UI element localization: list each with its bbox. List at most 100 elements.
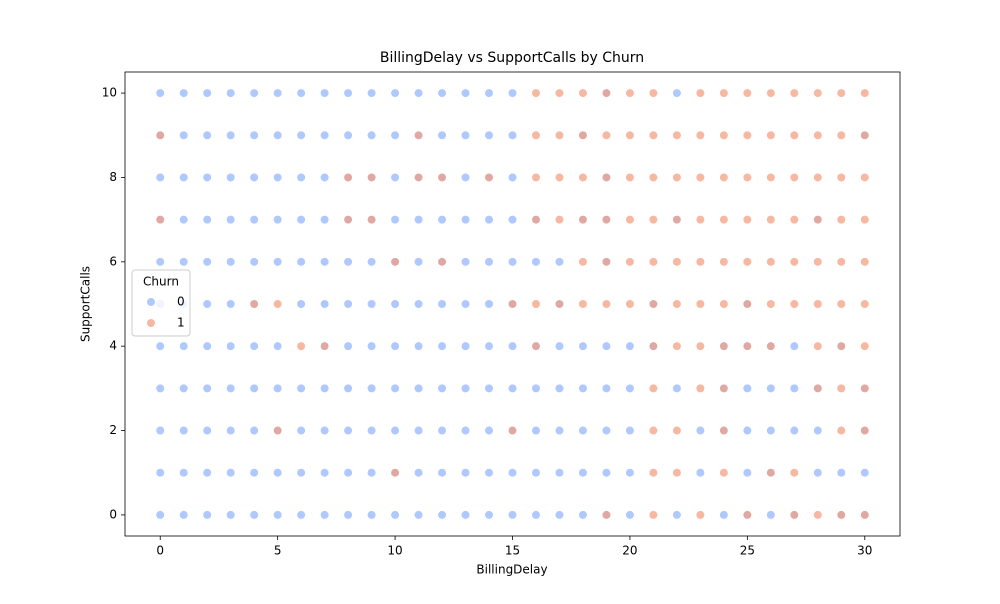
scatter-point — [226, 468, 236, 478]
scatter-point — [578, 172, 588, 183]
scatter-point — [672, 299, 682, 309]
scatter-point — [249, 130, 259, 140]
scatter-point — [625, 215, 635, 225]
scatter-point — [460, 172, 471, 183]
scatter-point — [531, 257, 541, 267]
scatter-point — [484, 383, 494, 393]
scatter-point — [531, 341, 541, 351]
scatter-point — [742, 341, 752, 351]
scatter-point — [413, 88, 424, 98]
scatter-point — [554, 383, 565, 393]
scatter-point — [366, 88, 377, 98]
scatter-point — [860, 130, 870, 140]
scatter-point — [554, 510, 565, 520]
scatter-point — [179, 510, 189, 520]
scatter-point — [836, 425, 846, 436]
scatter-point — [155, 510, 165, 520]
scatter-point — [860, 510, 870, 520]
scatter-point — [672, 341, 682, 351]
scatter-point — [531, 425, 541, 436]
scatter-point — [672, 130, 682, 140]
scatter-point — [390, 510, 400, 520]
scatter-point — [719, 257, 729, 267]
scatter-point — [273, 257, 283, 267]
scatter-point — [179, 130, 189, 140]
scatter-point — [296, 383, 306, 393]
scatter-point — [249, 468, 259, 478]
scatter-point — [766, 172, 776, 183]
x-tick-label: 25 — [740, 544, 755, 558]
scatter-point — [531, 468, 541, 478]
scatter-point — [813, 383, 823, 393]
scatter-point — [507, 425, 518, 436]
scatter-point — [625, 383, 635, 393]
scatter-point — [343, 215, 353, 225]
scatter-point — [460, 510, 471, 520]
scatter-point — [390, 383, 400, 393]
scatter-point — [320, 383, 330, 393]
scatter-point — [507, 215, 518, 225]
scatter-point — [719, 88, 729, 98]
scatter-point — [413, 257, 424, 267]
scatter-point — [273, 299, 283, 309]
scatter-point — [437, 425, 447, 436]
scatter-point — [672, 468, 682, 478]
chart-title: BillingDelay vs SupportCalls by Churn — [380, 50, 644, 66]
scatter-point — [836, 215, 846, 225]
scatter-point — [507, 257, 518, 267]
scatter-point — [695, 425, 705, 436]
scatter-point — [719, 510, 729, 520]
scatter-point — [648, 510, 659, 520]
scatter-point — [742, 172, 752, 183]
scatter-point — [578, 341, 588, 351]
scatter-point — [836, 341, 846, 351]
scatter-point — [601, 425, 612, 436]
scatter-point — [249, 510, 259, 520]
scatter-point — [155, 341, 165, 351]
scatter-point — [413, 130, 424, 140]
x-axis-label: BillingDelay — [476, 563, 547, 577]
scatter-point — [860, 88, 870, 98]
scatter-point — [249, 215, 259, 225]
scatter-point — [836, 257, 846, 267]
scatter-point — [531, 510, 541, 520]
scatter-point — [437, 88, 447, 98]
scatter-point — [648, 341, 659, 351]
scatter-point — [390, 215, 400, 225]
scatter-point — [179, 88, 189, 98]
scatter-point — [413, 215, 424, 225]
scatter-point — [719, 172, 729, 183]
scatter-point — [648, 257, 659, 267]
scatter-point — [390, 425, 400, 436]
scatter-point — [742, 510, 752, 520]
scatter-point — [226, 257, 236, 267]
plot-area — [155, 88, 870, 520]
scatter-point — [296, 510, 306, 520]
scatter-point — [484, 88, 494, 98]
scatter-point — [155, 215, 165, 225]
scatter-point — [672, 172, 682, 183]
scatter-point — [179, 341, 189, 351]
scatter-point — [273, 468, 283, 478]
scatter-point — [202, 299, 212, 309]
scatter-point — [507, 172, 518, 183]
scatter-point — [813, 510, 823, 520]
scatter-point — [742, 215, 752, 225]
scatter-point — [437, 383, 447, 393]
scatter-point — [437, 510, 447, 520]
legend-label: 0 — [177, 295, 185, 309]
scatter-point — [531, 299, 541, 309]
scatter-point — [531, 88, 541, 98]
scatter-point — [836, 88, 846, 98]
scatter-point — [836, 130, 846, 140]
scatter-point — [601, 130, 612, 140]
scatter-point — [742, 383, 752, 393]
scatter-point — [601, 510, 612, 520]
scatter-point — [672, 510, 682, 520]
scatter-point — [625, 468, 635, 478]
scatter-point — [390, 172, 400, 183]
scatter-point — [390, 88, 400, 98]
scatter-point — [366, 215, 377, 225]
scatter-point — [578, 88, 588, 98]
scatter-point — [366, 172, 377, 183]
